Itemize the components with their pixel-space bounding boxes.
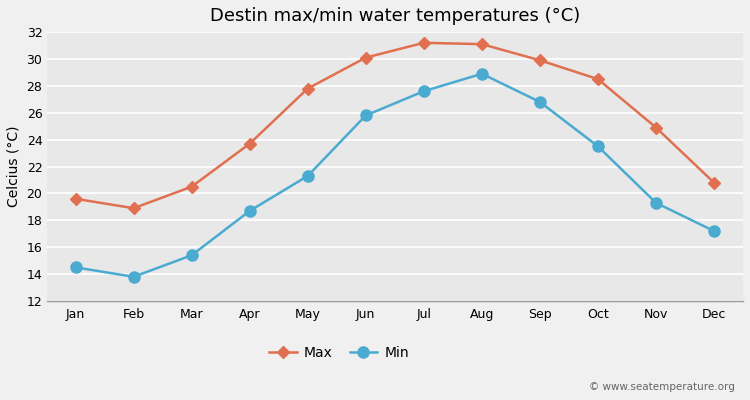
Min	[245, 208, 254, 213]
Max	[71, 196, 80, 201]
Max	[245, 141, 254, 146]
Max	[188, 184, 196, 189]
Max	[477, 42, 486, 46]
Min	[362, 113, 370, 118]
Max	[303, 86, 312, 91]
Min	[477, 71, 486, 76]
Legend: Max, Min: Max, Min	[269, 346, 409, 360]
Min	[710, 229, 718, 234]
Max	[652, 125, 661, 130]
Line: Max: Max	[71, 39, 718, 212]
Min	[188, 253, 196, 258]
Max	[536, 58, 544, 63]
Min	[419, 89, 428, 94]
Max	[710, 180, 718, 185]
Max	[593, 77, 602, 82]
Y-axis label: Celcius (°C): Celcius (°C)	[7, 126, 21, 207]
Max	[129, 206, 138, 211]
Text: © www.seatemperature.org: © www.seatemperature.org	[590, 382, 735, 392]
Title: Destin max/min water temperatures (°C): Destin max/min water temperatures (°C)	[210, 7, 580, 25]
Min	[652, 200, 661, 205]
Max	[362, 55, 370, 60]
Min	[593, 144, 602, 149]
Min	[129, 274, 138, 279]
Line: Min: Min	[70, 68, 719, 282]
Min	[536, 100, 544, 104]
Max	[419, 40, 428, 45]
Min	[303, 174, 312, 178]
Min	[71, 265, 80, 270]
